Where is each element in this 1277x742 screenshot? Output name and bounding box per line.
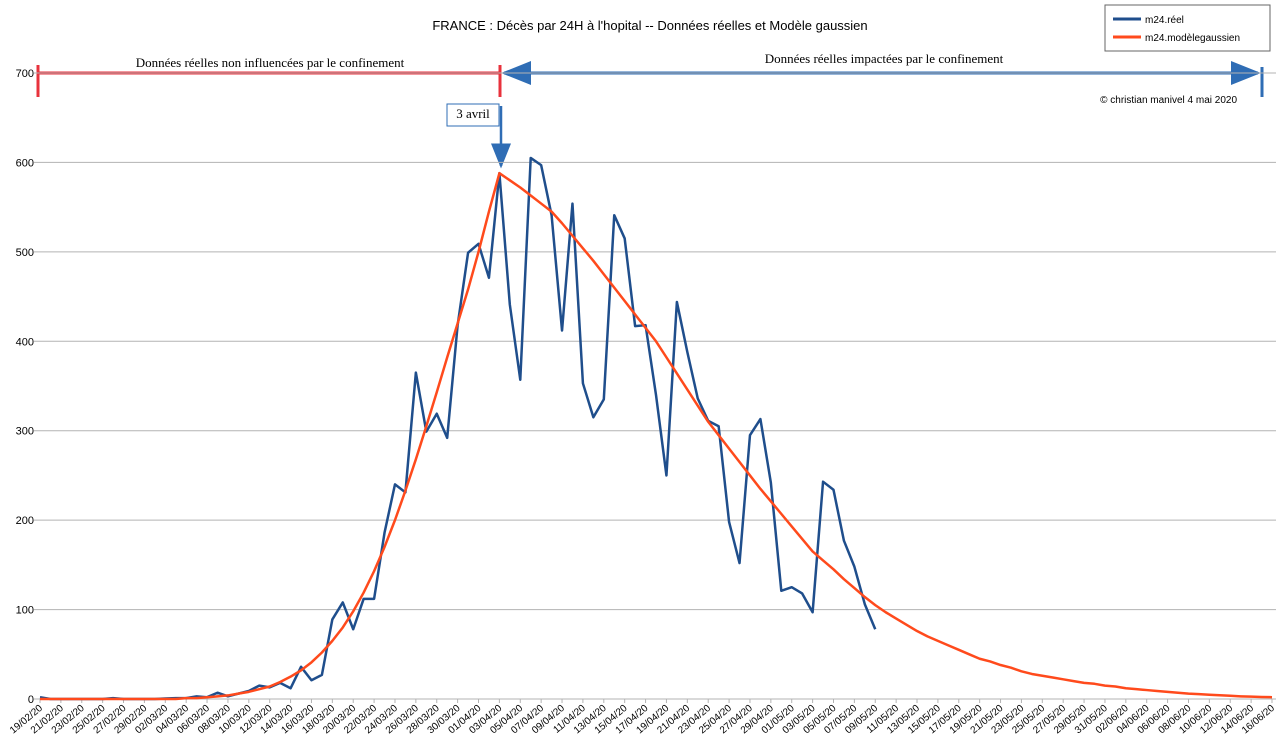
- y-tick-label: 400: [16, 336, 34, 348]
- y-tick-label: 500: [16, 247, 34, 259]
- legend-label: m24.modèlegaussien: [1145, 33, 1240, 44]
- legend: m24.réel m24.modèlegaussien: [1104, 4, 1271, 52]
- y-tick-label: 700: [16, 68, 34, 80]
- annotation: Données réelles impactées par le confine…: [765, 51, 1004, 66]
- credit: © christian manivel 4 mai 2020: [1100, 95, 1237, 106]
- legend-label: m24.réel: [1145, 15, 1184, 26]
- series-line: [40, 171, 1273, 701]
- legend-box: [1104, 4, 1271, 52]
- annotation: Données réelles non influencées par le c…: [136, 55, 405, 70]
- chart-title: FRANCE : Décès par 24H à l'hopital -- Do…: [432, 18, 867, 33]
- y-tick-label: 600: [16, 157, 34, 169]
- series-line: [39, 156, 877, 701]
- annotation-box: [446, 103, 500, 127]
- y-tick-label: 100: [16, 605, 34, 617]
- y-tick-label: 200: [16, 515, 34, 527]
- annotation: 3 avril: [456, 106, 490, 121]
- y-tick-label: 0: [28, 694, 34, 706]
- y-tick-label: 300: [16, 426, 34, 438]
